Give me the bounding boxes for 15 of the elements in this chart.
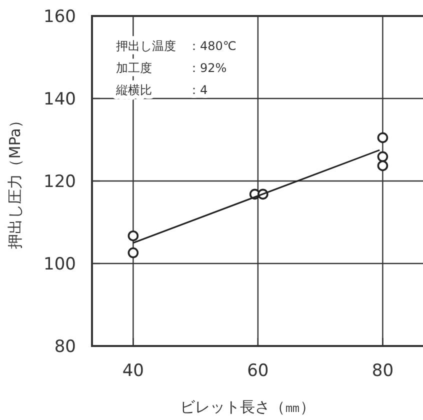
y-tick-label: 120 bbox=[44, 172, 76, 192]
x-tick-label: 80 bbox=[372, 361, 394, 381]
y-tick-label: 140 bbox=[44, 90, 76, 110]
x-tick-label: 40 bbox=[122, 361, 144, 381]
y-tick-label: 100 bbox=[44, 254, 76, 274]
y-tick-label: 160 bbox=[44, 7, 76, 27]
point bbox=[377, 151, 388, 162]
point bbox=[377, 160, 388, 172]
y-tick-label: 80 bbox=[54, 337, 76, 357]
x-axis-title: ビレット長さ（㎜） bbox=[180, 398, 315, 416]
point bbox=[128, 230, 139, 242]
y-axis-title: 押出し圧力（MPa） bbox=[6, 113, 24, 249]
x-tick-label: 60 bbox=[247, 361, 269, 381]
point bbox=[128, 247, 139, 258]
point bbox=[377, 132, 388, 144]
